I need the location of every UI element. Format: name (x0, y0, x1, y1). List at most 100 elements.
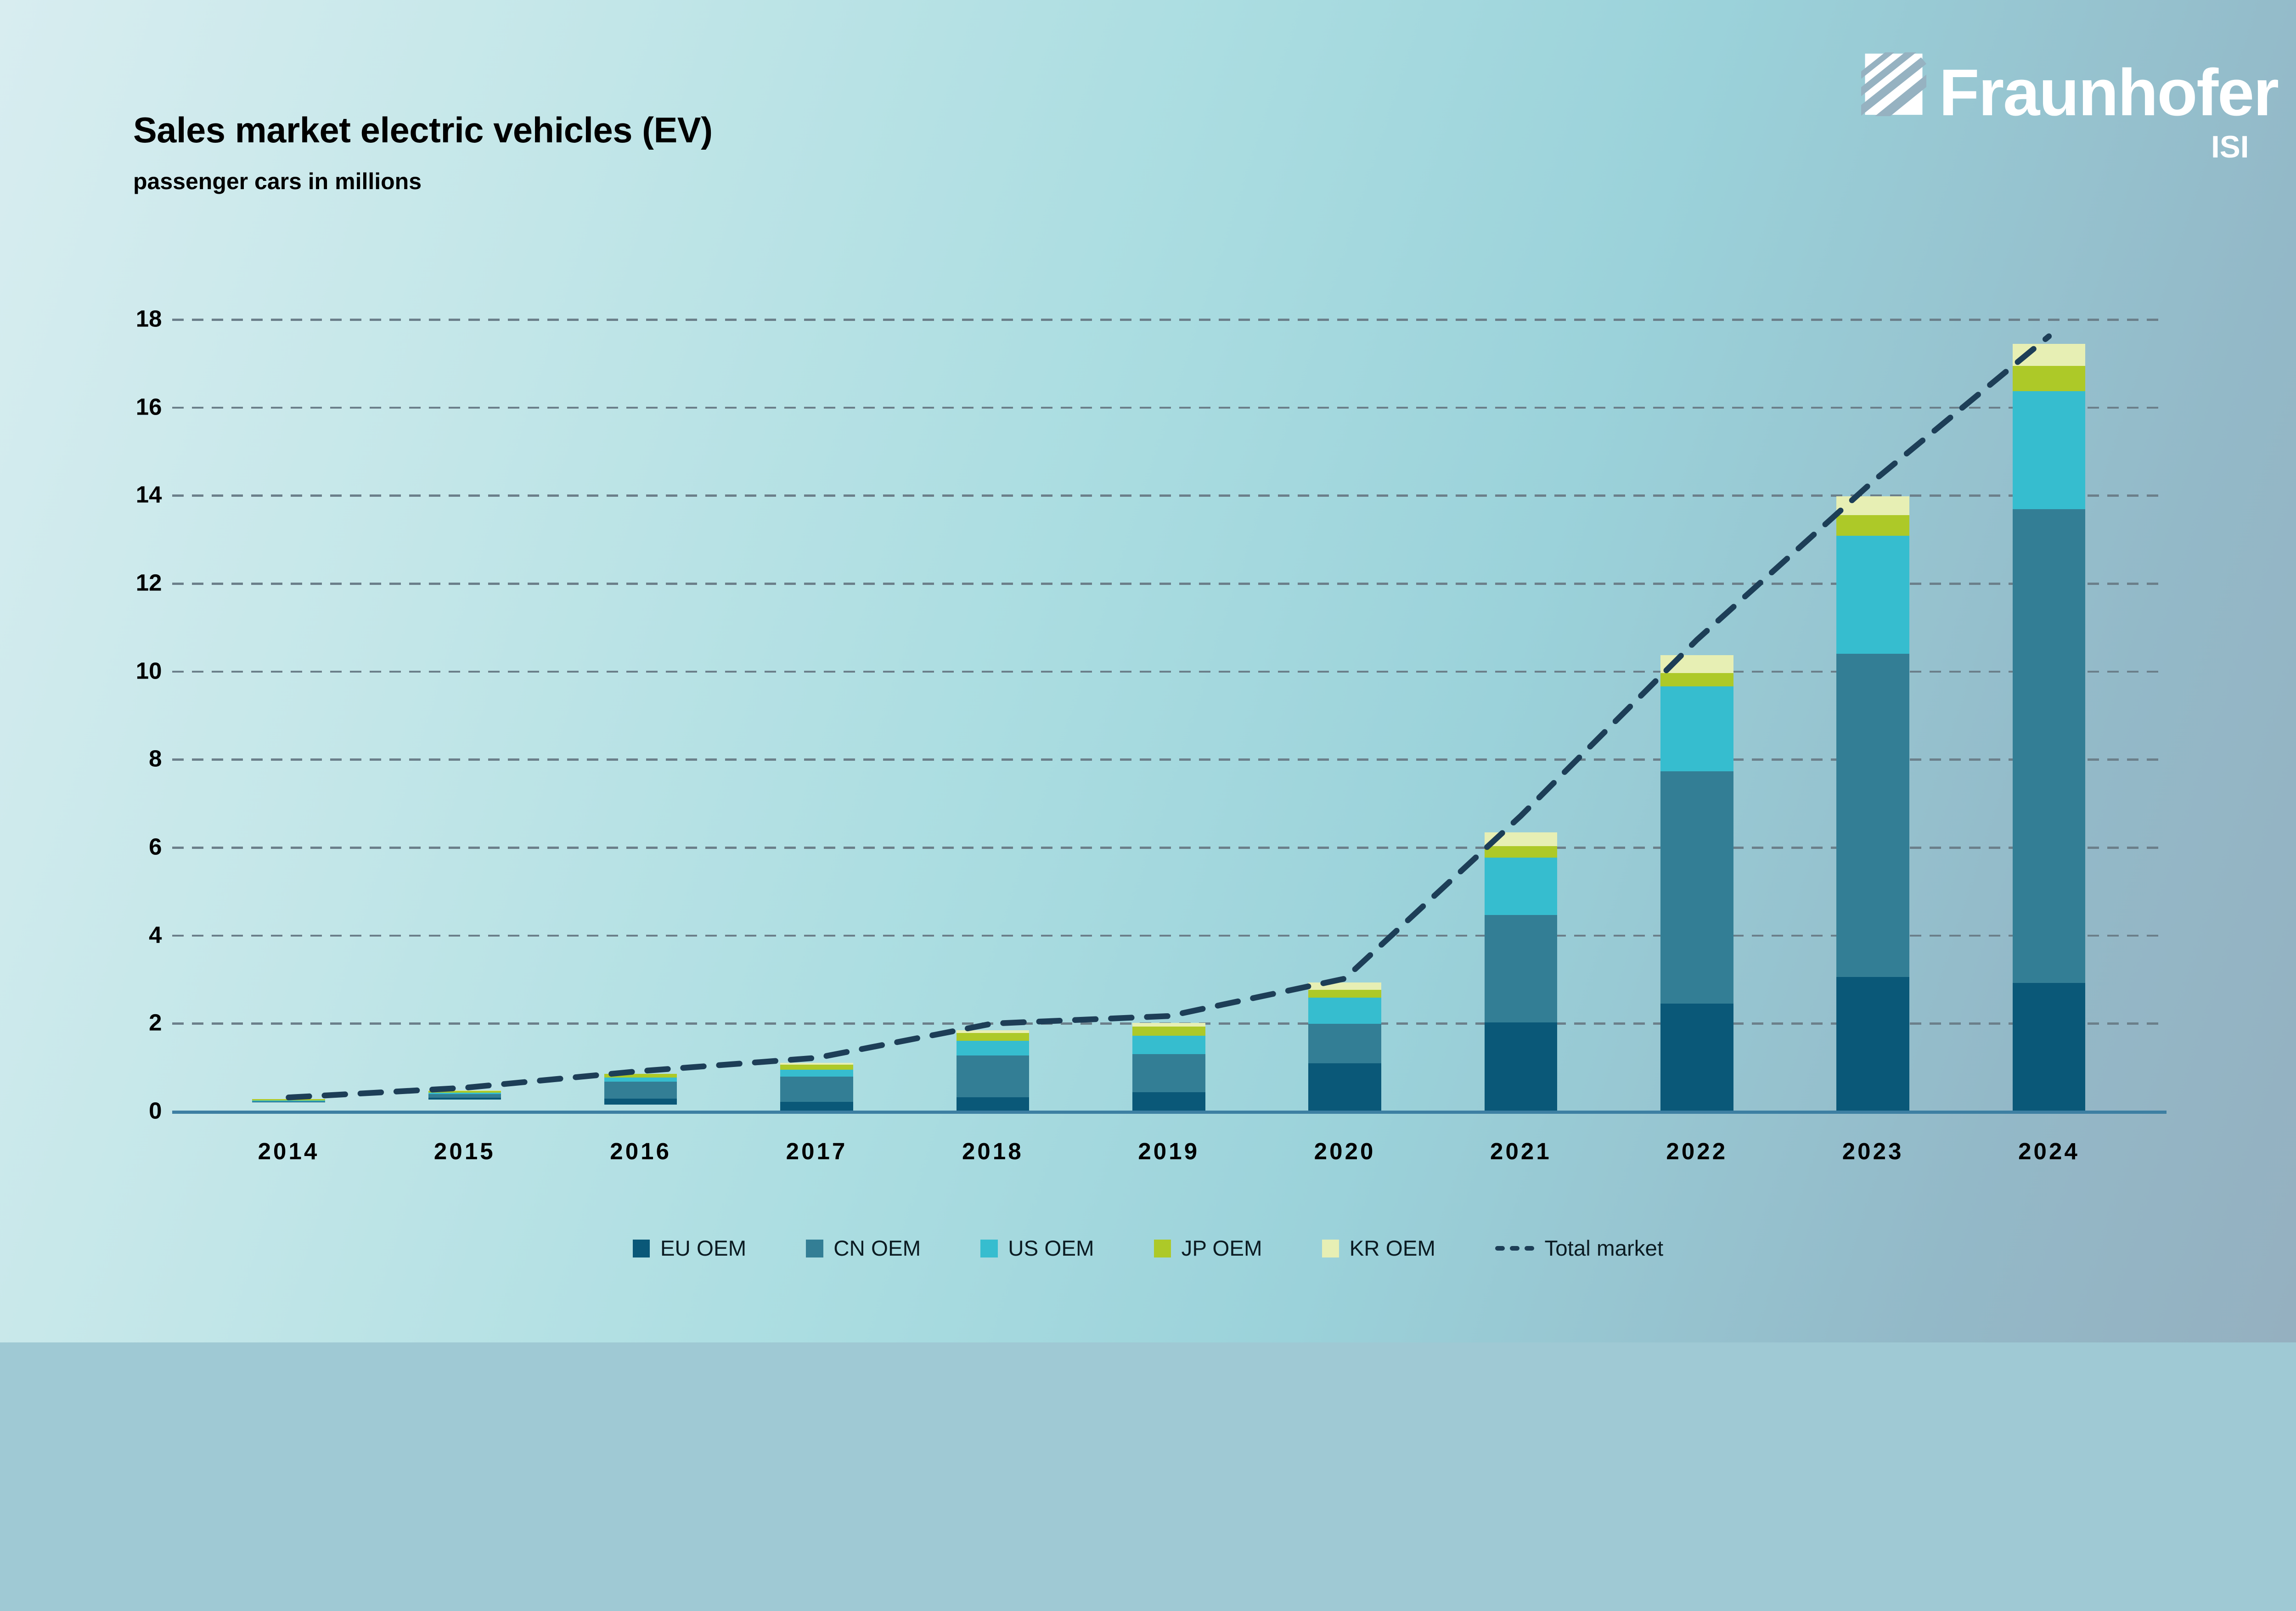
bar-2019-cn-segment (1132, 1054, 1205, 1092)
x-axis-label-2024: 2024 (2018, 1138, 2080, 1165)
bar-2021-eu-segment (1484, 1022, 1558, 1111)
bar-2022 (1660, 655, 1733, 1111)
legend-item-eu: EU OEM (632, 1236, 747, 1261)
y-axis-tick-label: 14 (135, 481, 162, 508)
x-axis-label-2016: 2016 (610, 1138, 672, 1165)
legend-swatch-us (980, 1239, 998, 1257)
y-axis-tick-label: 2 (149, 1009, 162, 1036)
legend-swatch-jp (1154, 1239, 1171, 1257)
bar-2018-kr-segment (956, 1030, 1030, 1033)
bar-2024 (2012, 343, 2086, 1111)
fraunhofer-logo-wordmark: Fraunhofer (1939, 56, 2279, 130)
bar-2016 (604, 1073, 677, 1111)
y-gridline-12 (172, 583, 2167, 585)
y-axis-tick-label: 6 (149, 833, 162, 860)
bar-2019 (1132, 1023, 1205, 1111)
bar-2022-cn-segment (1660, 771, 1733, 1004)
bar-2015 (428, 1090, 501, 1111)
chart-legend: EU OEM CN OEM US OEM JP OEM KR OEM Total mark… (0, 1230, 2296, 1268)
bar-2018-us-segment (956, 1040, 1030, 1056)
bar-2018-cn-segment (956, 1055, 1030, 1098)
x-axis-label-2023: 2023 (1842, 1138, 1904, 1165)
bar-2017-us-segment (780, 1070, 853, 1077)
bar-2020-us-segment (1308, 997, 1381, 1024)
bar-2017 (780, 1062, 853, 1111)
bar-2015-jp-segment (428, 1090, 501, 1093)
bar-2020 (1308, 982, 1381, 1111)
y-gridline-16 (172, 406, 2167, 409)
x-axis-line (172, 1110, 2167, 1114)
x-axis-label-2015: 2015 (433, 1138, 495, 1165)
x-axis-label-2017: 2017 (786, 1138, 848, 1165)
y-gridline-8 (172, 758, 2167, 761)
bar-2024-jp-segment (2012, 365, 2086, 392)
x-axis-label-2019: 2019 (1138, 1138, 1200, 1165)
bar-2024-eu-segment (2012, 983, 2086, 1111)
y-axis-tick-label: 4 (149, 921, 162, 948)
legend-label-total: Total market (1544, 1236, 1664, 1261)
legend-label-eu: EU OEM (660, 1236, 747, 1261)
legend-item-cn: CN OEM (806, 1236, 921, 1261)
bar-2023-cn-segment (1836, 654, 1909, 977)
bar-2017-kr-segment (780, 1062, 853, 1065)
page-title: Sales market electric vehicles (EV) (133, 110, 713, 150)
y-axis-tick-label: 18 (135, 305, 162, 332)
bar-2016-eu-segment (604, 1098, 677, 1105)
legend-label-cn: CN OEM (833, 1236, 921, 1261)
page-subtitle: passenger cars in millions (133, 168, 422, 194)
bar-2023-us-segment (1836, 535, 1909, 654)
x-axis-label-2021: 2021 (1490, 1138, 1552, 1165)
bar-2014-cn-segment (252, 1101, 325, 1102)
y-gridline-10 (172, 670, 2167, 673)
y-axis-tick-label: 12 (135, 569, 162, 596)
x-axis-label-2020: 2020 (1314, 1138, 1376, 1165)
bar-2020-cn-segment (1308, 1024, 1381, 1063)
legend-label-jp: JP OEM (1181, 1236, 1262, 1261)
bar-2023-jp-segment (1836, 515, 1909, 536)
legend-swatch-eu (632, 1239, 650, 1257)
bar-2019-us-segment (1132, 1036, 1205, 1054)
bar-2022-us-segment (1660, 686, 1733, 772)
y-axis-tick-label: 0 (149, 1097, 162, 1124)
bar-2016-jp-segment (604, 1074, 677, 1078)
bar-2021 (1484, 832, 1558, 1111)
bar-2023-kr-segment (1836, 496, 1909, 515)
legend-label-us: US OEM (1008, 1236, 1094, 1261)
bar-2016-cn-segment (604, 1082, 677, 1099)
chart-canvas: Sales market electric vehicles (EV) pass… (0, 0, 2296, 1343)
bar-2017-jp-segment (780, 1064, 853, 1070)
bar-2021-cn-segment (1484, 915, 1558, 1023)
plot-area: 0 2 4 6 8 10 12 14 16 18 2014 2015 2016 2017 2018 2019 2… (135, 305, 2167, 1165)
bar-2015-eu-segment (428, 1097, 501, 1100)
legend-item-kr: KR OEM (1322, 1236, 1435, 1261)
bar-2018-eu-segment (956, 1097, 1030, 1111)
legend-item-us: US OEM (980, 1236, 1094, 1261)
fraunhofer-logo-icon (1861, 52, 1926, 116)
y-axis-tick-label: 8 (149, 745, 162, 772)
bar-2022-jp-segment (1660, 673, 1733, 687)
legend-item-jp: JP OEM (1154, 1236, 1262, 1261)
bar-2019-kr-segment (1132, 1023, 1205, 1027)
legend-label-kr: KR OEM (1349, 1236, 1435, 1261)
bar-2018-jp-segment (956, 1033, 1030, 1041)
bar-2023 (1836, 496, 1909, 1111)
bar-2017-eu-segment (780, 1101, 853, 1111)
legend-swatch-kr (1322, 1239, 1339, 1257)
legend-dash-icon (1495, 1246, 1534, 1251)
bar-2021-us-segment (1484, 858, 1558, 915)
bar-2024-us-segment (2012, 391, 2086, 510)
bar-2020-jp-segment (1308, 989, 1381, 998)
bar-2020-eu-segment (1308, 1063, 1381, 1111)
bar-2019-eu-segment (1132, 1092, 1205, 1111)
bar-2024-cn-segment (2012, 509, 2086, 983)
legend-item-total: Total market (1495, 1236, 1663, 1261)
x-axis-label-2014: 2014 (258, 1138, 320, 1165)
bar-2017-cn-segment (780, 1077, 853, 1102)
y-gridline-18 (172, 319, 2167, 321)
x-axis-label-2022: 2022 (1666, 1138, 1728, 1165)
fraunhofer-logo-unit: ISI (2211, 129, 2249, 164)
bar-2015-cn-segment (428, 1094, 501, 1098)
y-axis-tick-label: 16 (135, 393, 162, 420)
bar-2016-us-segment (604, 1077, 677, 1082)
bar-2018 (956, 1030, 1030, 1111)
